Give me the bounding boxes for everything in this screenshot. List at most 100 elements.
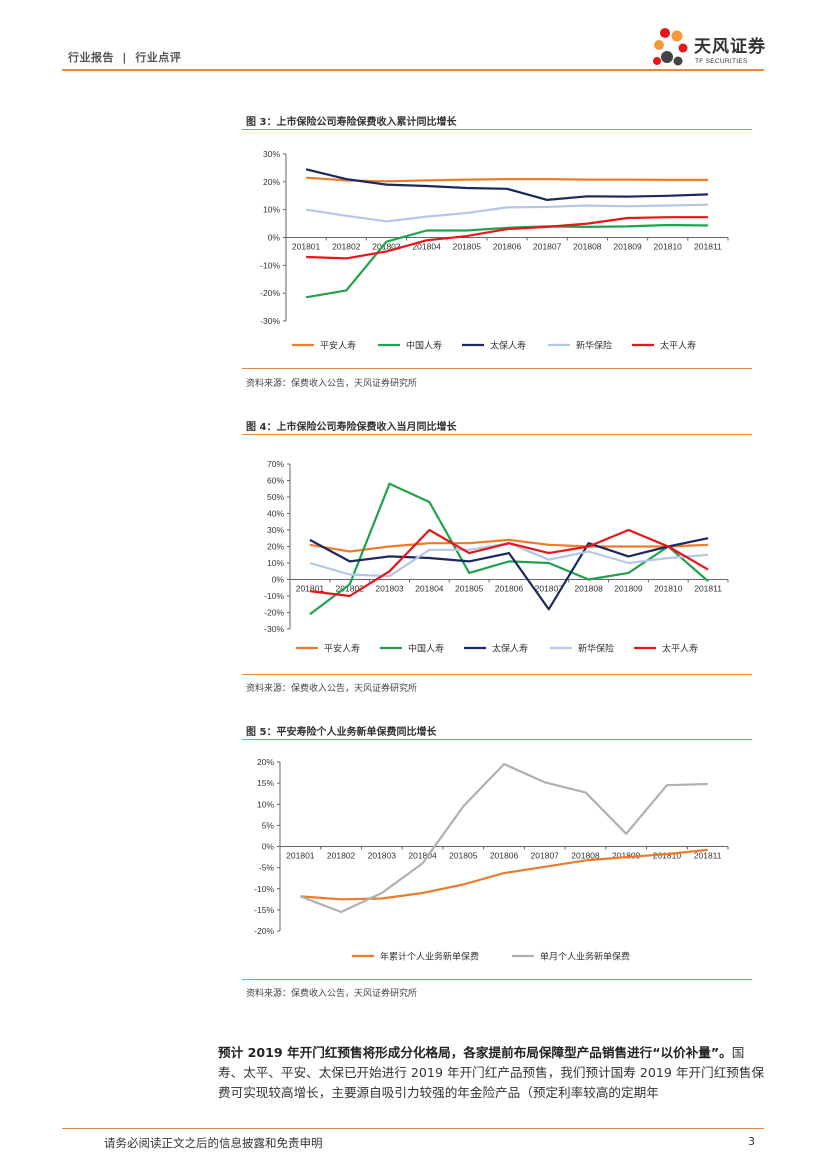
figure-3-bottom-rule [242, 368, 752, 369]
series-line-1 [306, 176, 708, 183]
series-line-3 [305, 168, 708, 202]
legend-label-2: 中国人寿 [408, 643, 444, 655]
legend-label-1: 平安人寿 [320, 340, 356, 352]
x-tick-label: 201808 [571, 851, 600, 861]
series-line-5 [309, 528, 709, 598]
figure-5-title: 图 5：平安寿险个人业务新单保费同比增长 [246, 727, 437, 738]
x-tick-label: 201804 [408, 851, 437, 861]
x-tick-label: 201811 [694, 851, 722, 861]
x-tick-label: 201808 [574, 584, 603, 594]
y-tick-label: -10% [254, 884, 274, 894]
figure-5-bottom-rule [242, 979, 752, 980]
y-tick-label: 10% [267, 558, 284, 568]
y-tick-label: 0% [272, 575, 285, 585]
y-tick-label: 20% [267, 542, 284, 552]
y-tick-label: 10% [257, 799, 274, 809]
x-tick-label: 201807 [531, 851, 560, 861]
y-tick-label: 30% [263, 149, 280, 159]
y-tick-label: 60% [267, 476, 284, 486]
legend-label-5: 太平人寿 [662, 643, 698, 655]
legend-label-1: 平安人寿 [324, 643, 360, 655]
logo-name-en: TF SECURITIES [695, 58, 748, 65]
y-tick-label: -5% [259, 863, 275, 873]
y-tick-label: -30% [260, 316, 280, 326]
x-tick-label: 201805 [453, 242, 482, 252]
y-tick-label: -20% [264, 608, 284, 618]
x-tick-label: 201809 [614, 584, 643, 594]
x-tick-label: 201802 [336, 584, 365, 594]
y-tick-label: 10% [263, 205, 280, 215]
header-separator: | [122, 51, 127, 64]
x-tick-label: 201801 [292, 242, 321, 252]
figure-3-rule [242, 129, 752, 130]
x-tick-label: 201808 [573, 242, 602, 252]
company-logo: 天风证券 TF SECURITIES [650, 26, 770, 72]
y-tick-label: 15% [257, 778, 274, 788]
x-tick-label: 201803 [368, 851, 397, 861]
series-line-3 [309, 537, 709, 611]
y-tick-label: 0% [262, 842, 275, 852]
logo-flower-icon [653, 28, 688, 66]
figure-3-source: 资料来源：保费收入公告，天风证券研究所 [246, 379, 418, 389]
figure-5-rule [242, 739, 752, 740]
x-tick-label: 201806 [495, 584, 524, 594]
legend-label-3: 太保人寿 [492, 643, 528, 655]
x-tick-label: 201809 [612, 851, 641, 861]
x-tick-label: 201801 [296, 584, 325, 594]
x-tick-label: 201803 [375, 584, 404, 594]
footer-disclaimer: 请务必阅读正文之后的信息披露和免责申明 [104, 1136, 323, 1150]
x-tick-label: 201810 [654, 584, 683, 594]
y-tick-label: -20% [260, 288, 280, 298]
logo-name-cn: 天风证券 [694, 37, 766, 57]
figure-3-svg: -30% -20% -10% 0% 10% 20% 30% 201801 201802 20180… [260, 149, 729, 352]
series-line-2 [309, 482, 709, 616]
x-tick-label: 201809 [613, 242, 642, 252]
x-tick-label: 201802 [332, 242, 361, 252]
x-tick-label: 201802 [327, 851, 356, 861]
x-tick-label: 201804 [412, 242, 441, 252]
x-tick-label: 201807 [533, 242, 562, 252]
header-rule [62, 69, 764, 71]
x-tick-label: 201805 [449, 851, 478, 861]
y-tick-label: 20% [263, 177, 280, 187]
x-tick-label: 201807 [535, 584, 564, 594]
y-tick-label: 5% [262, 820, 275, 830]
x-tick-label: 201811 [694, 242, 722, 252]
figure-4-source: 资料来源：保费收入公告，天风证券研究所 [246, 684, 418, 694]
paragraph-lead: 预计 2019 年开门红预售将形成分化格局，各家提前布局保障型产品销售进行“以价… [218, 1045, 732, 1060]
y-tick-label: -30% [264, 624, 284, 634]
series-line-1 [309, 538, 709, 553]
x-tick-label: 201801 [286, 851, 315, 861]
footer-rule [62, 1128, 764, 1129]
y-tick-label: -10% [264, 591, 284, 601]
x-tick-label: 201805 [455, 584, 484, 594]
legend-label-2: 单月个人业务新单保费 [540, 951, 630, 963]
body-paragraph: 预计 2019 年开门红预售将形成分化格局，各家提前布局保障型产品销售进行“以价… [218, 1043, 766, 1103]
series-line-4 [305, 203, 708, 223]
x-tick-label: 201806 [490, 851, 519, 861]
y-tick-label: 0% [268, 233, 281, 243]
figure-4-svg: -30% -20% -10% 0% 10% 20% 30% 40% 50% 60% 70% 20180… [264, 459, 729, 655]
x-tick-label: 201803 [372, 242, 401, 252]
figure-4-rule [242, 434, 752, 435]
figure-3-title: 图 3：上市保险公司寿险保费收入累计同比增长 [246, 117, 457, 128]
report-subtype: 行业点评 [135, 51, 182, 64]
y-tick-label: 40% [267, 509, 284, 519]
report-category: 行业报告 | 行业点评 [68, 49, 181, 65]
legend-label-3: 太保人寿 [490, 340, 526, 352]
legend-label-1: 年累计个人业务新单保费 [380, 951, 479, 963]
legend-label-4: 新华保险 [578, 643, 614, 655]
figure-4-bottom-rule [242, 674, 752, 675]
figure-5-chart: -20% -15% -10% -5% 0% 5% 10% 15% 20% 201801 201802… [242, 750, 752, 972]
legend-label-2: 中国人寿 [406, 340, 442, 352]
x-tick-label: 201811 [694, 584, 722, 594]
x-tick-label: 201810 [653, 851, 682, 861]
y-tick-label: -20% [254, 926, 274, 936]
paragraph-body: 国寿、太平、平安、太保已开始进行 2019 年开门红产品预售，我们预计国寿 20… [218, 1045, 765, 1100]
series-line-2 [300, 763, 708, 914]
x-tick-label: 201804 [415, 584, 444, 594]
y-tick-label: -10% [260, 260, 280, 270]
legend-label-4: 新华保险 [576, 340, 612, 352]
figure-5-source: 资料来源：保费收入公告，天风证券研究所 [246, 989, 418, 999]
figure-5-svg: -20% -15% -10% -5% 0% 5% 10% 15% 20% 201801 201802… [254, 757, 729, 963]
